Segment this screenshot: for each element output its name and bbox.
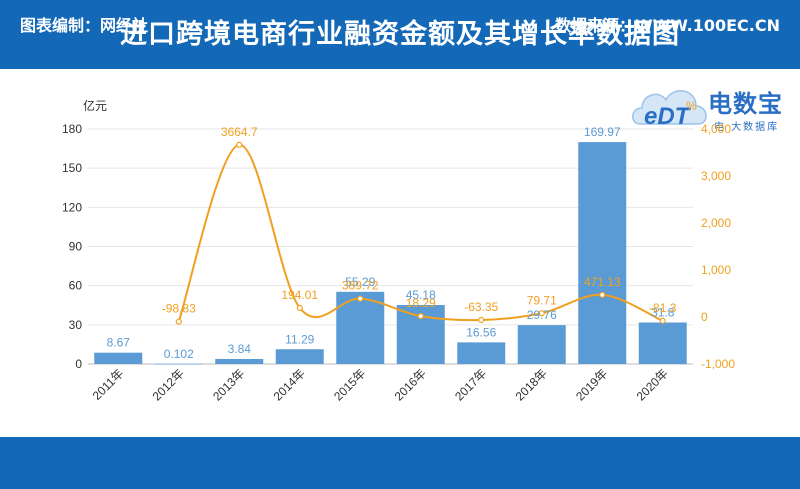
x-tick-label: 2015年 <box>331 366 368 403</box>
logo-text: 电数宝 <box>708 90 783 118</box>
logo-subtitle: 电 大数据库 <box>714 122 780 133</box>
bar-value-label: 31.8 <box>651 305 675 319</box>
cloud-logo-icon: eDT <box>632 90 707 130</box>
x-tick-label: 2020年 <box>634 366 671 403</box>
line-value-label: -81.3 <box>649 301 677 315</box>
y2-tick-label: 0 <box>701 310 708 324</box>
bar <box>275 349 324 364</box>
bar-value-label: 8.67 <box>107 336 131 350</box>
footer-bar <box>0 437 800 489</box>
x-tick-label: 2013年 <box>210 366 247 403</box>
bar <box>638 322 687 364</box>
line-point <box>599 291 606 298</box>
line-point <box>175 318 182 325</box>
y2-axis-label: % <box>686 99 697 113</box>
line-point <box>538 310 545 317</box>
y-tick-label: 60 <box>69 279 83 293</box>
y-tick-label: 30 <box>69 318 83 332</box>
left-axis-ticks: 0 30 60 90 120 150 180 <box>62 122 82 371</box>
footer-source: 数据来源：WWW.100EC.CN <box>554 16 780 35</box>
x-tick-label: 2012年 <box>150 366 187 403</box>
line-point <box>417 313 424 320</box>
y-tick-label: 0 <box>75 357 82 371</box>
line-point <box>236 141 243 148</box>
x-tick-label: 2019年 <box>573 366 610 403</box>
bar-value-label: 11.29 <box>285 332 314 346</box>
y2-tick-label: 4,000 <box>701 122 731 136</box>
page-title: 进口跨境电商行业融资金额及其增长率数据图 <box>120 19 680 50</box>
logo: eDT 电数宝 电 大数据库 <box>630 78 795 136</box>
bar <box>154 363 203 365</box>
data-labels: 8.67 0.102 3.84 11.29 55.29 45.18 16.56 29.76 16… <box>107 125 677 361</box>
bar <box>215 358 264 364</box>
right-axis-ticks: -1,000 0 1,000 2,000 3,000 4,000 <box>701 122 735 371</box>
x-tick-label: 2018年 <box>513 366 550 403</box>
line-point <box>296 304 303 311</box>
bar-value-label: 169.97 <box>584 125 621 139</box>
bar-value-label: 3.84 <box>228 342 252 356</box>
logo-icon-letters: eDT <box>644 103 692 130</box>
y-tick-label: 150 <box>62 161 82 175</box>
line-value-label: 3664.7 <box>221 125 258 139</box>
y2-tick-label: -1,000 <box>701 357 735 371</box>
y-tick-label: 180 <box>62 122 82 136</box>
line-value-label: 79.71 <box>527 293 557 307</box>
y-axis-label: 亿元 <box>83 98 107 113</box>
x-tick-label: 2017年 <box>452 366 489 403</box>
bar <box>578 142 627 364</box>
footer-editor: 图表编制：网经社 <box>20 16 149 35</box>
line-value-label: 389.72 <box>342 279 379 293</box>
bar-value-label: 16.56 <box>466 325 496 339</box>
line-point <box>478 316 485 324</box>
line-series <box>175 141 666 325</box>
bar-value-label: 45.18 <box>406 288 436 302</box>
line-value-label: 18.29 <box>406 296 436 310</box>
bar-value-label: 29.76 <box>527 308 557 322</box>
bar-series <box>94 142 687 365</box>
line-value-label: 194.01 <box>281 288 318 302</box>
line-value-label: 471.13 <box>584 275 621 289</box>
grid-lines <box>88 128 693 365</box>
y2-tick-label: 1,000 <box>701 263 731 277</box>
y2-tick-label: 3,000 <box>701 169 731 183</box>
chart: 0 30 60 90 120 150 180 -1,000 0 1,000 2,000 3,000 4… <box>62 98 735 403</box>
x-tick-label: 2014年 <box>271 366 308 403</box>
bar <box>517 325 566 364</box>
x-tick-label: 2011年 <box>90 366 127 403</box>
y-tick-label: 90 <box>69 240 83 254</box>
line-point <box>357 295 364 302</box>
x-axis-ticks: 2011年 2012年 2013年 2014年 2015年 2016年 2017年 2018年… <box>90 366 671 403</box>
bar-value-label: 55.29 <box>345 275 375 289</box>
y2-tick-label: 2,000 <box>701 216 731 230</box>
header-bar <box>0 0 800 69</box>
y-tick-label: 120 <box>62 200 82 214</box>
line-value-label: -98.83 <box>162 302 196 316</box>
bar <box>94 352 143 364</box>
bar-value-label: 0.102 <box>164 347 194 361</box>
line-value-label: -63.35 <box>464 300 498 314</box>
bar <box>457 342 506 364</box>
line-point <box>659 317 666 324</box>
x-tick-label: 2016年 <box>392 366 429 403</box>
